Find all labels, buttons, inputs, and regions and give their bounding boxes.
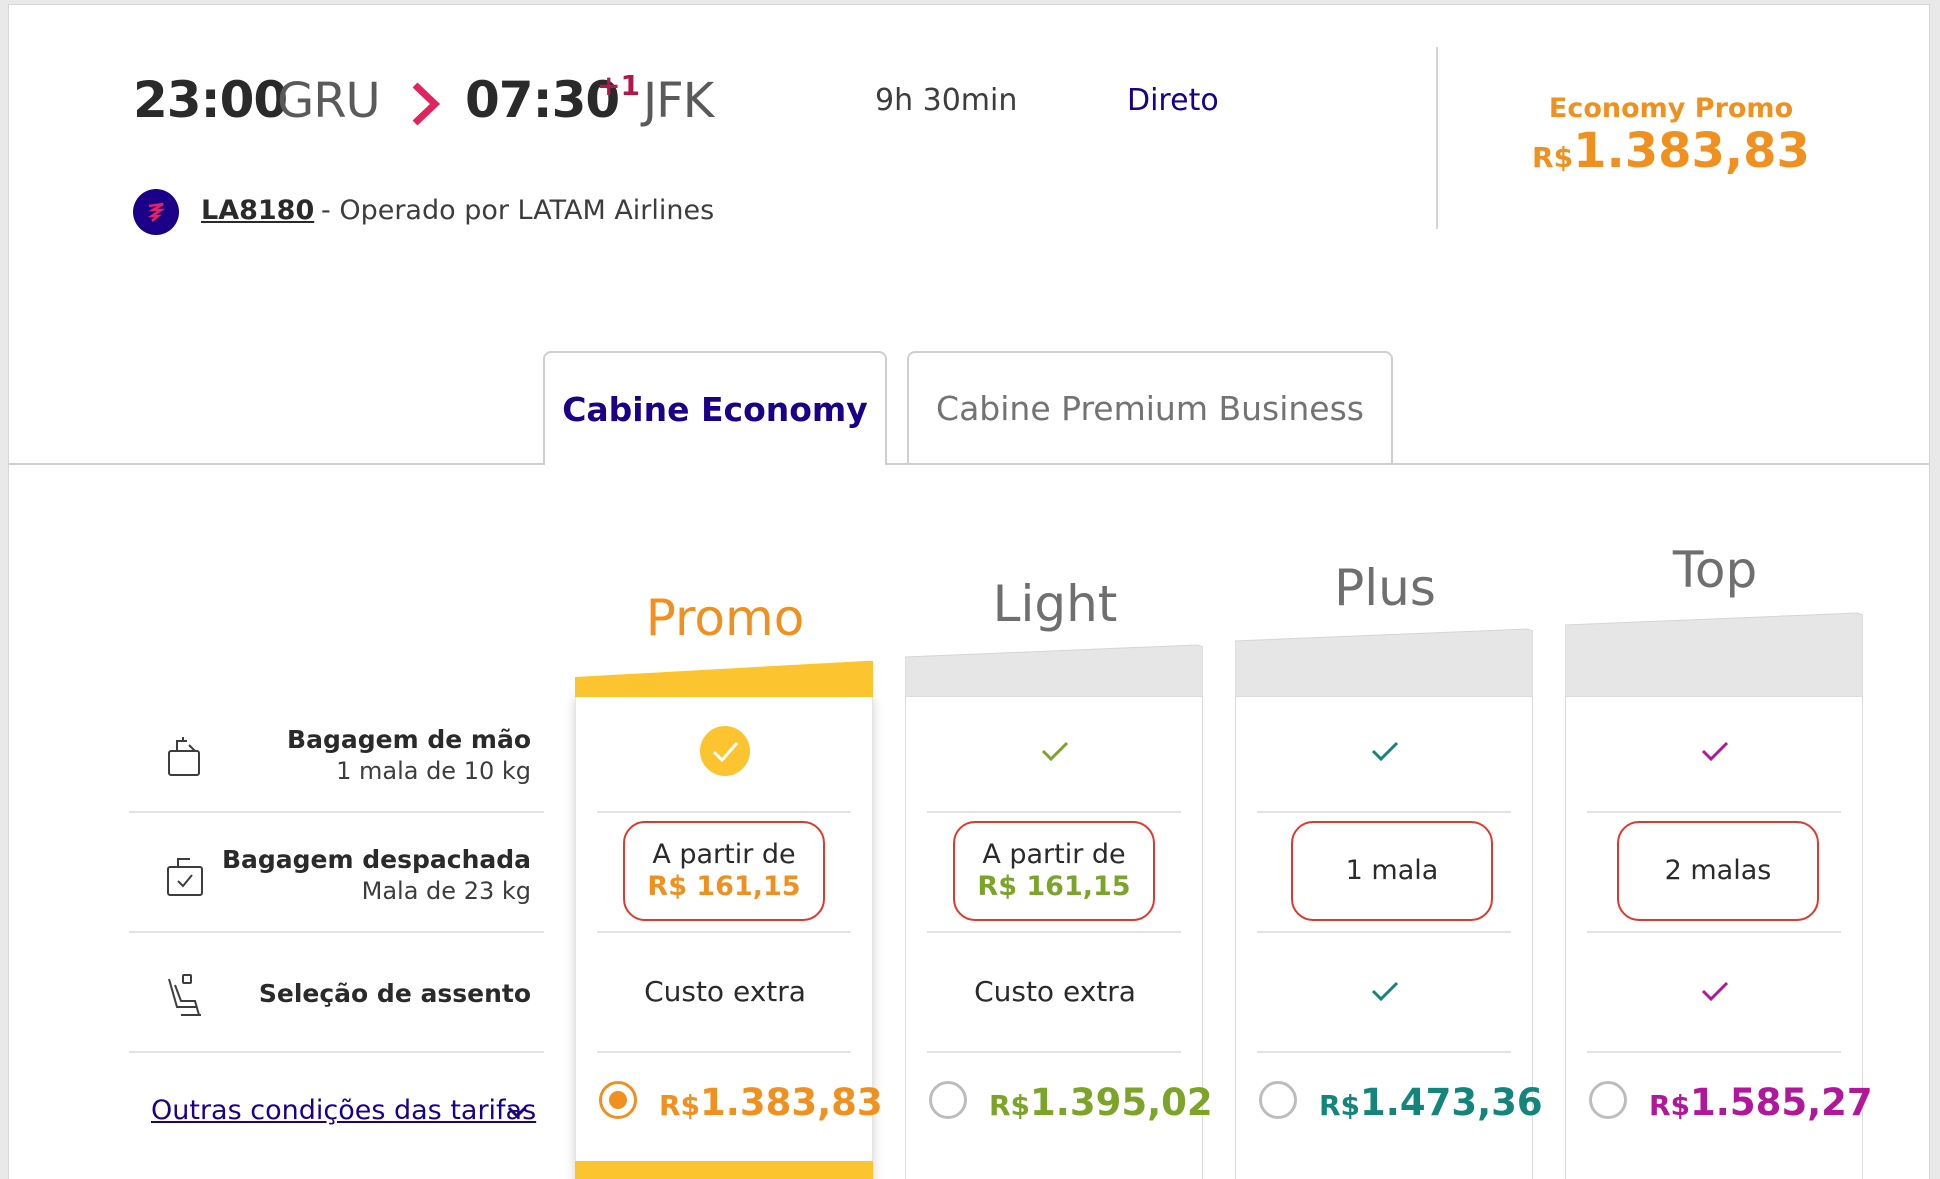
header-divider xyxy=(1436,47,1438,229)
chevron-down-icon[interactable] xyxy=(505,1103,529,1121)
fare-radio-light[interactable] xyxy=(929,1081,967,1119)
fare-radio-promo[interactable] xyxy=(599,1081,637,1119)
selected-fare-label: Economy Promo xyxy=(1548,93,1794,124)
fare-amount: 1.383,83 xyxy=(700,1081,883,1124)
check-icon xyxy=(1701,981,1729,1002)
tab-cabine-premium-business[interactable]: Cabine Premium Business xyxy=(907,351,1393,463)
fare-amount: 1.585,27 xyxy=(1690,1081,1873,1124)
fare-name-light: Light xyxy=(992,575,1118,633)
checked-bag-icon xyxy=(167,858,203,896)
fare-name-top: Top xyxy=(1672,541,1758,599)
fare-price-promo[interactable]: R$1.383,83 xyxy=(659,1081,883,1124)
cell-divider xyxy=(1587,931,1841,933)
check-icon xyxy=(1371,981,1399,1002)
fare-price-plus[interactable]: R$1.473,36 xyxy=(1319,1081,1543,1124)
fare-currency: R$ xyxy=(989,1089,1031,1122)
fare-name-plus: Plus xyxy=(1334,559,1436,617)
seat-promo: Custo extra xyxy=(644,975,806,1008)
selected-fare-currency: R$ xyxy=(1532,141,1574,174)
checked-bag-top: 2 malas xyxy=(1617,821,1819,921)
cell-divider xyxy=(927,811,1181,813)
fare-top-light xyxy=(905,644,1203,697)
fare-radio-plus[interactable] xyxy=(1259,1081,1297,1119)
fare-amount: 1.473,36 xyxy=(1360,1081,1543,1124)
row-sub-carry-on: 1 mala de 10 kg xyxy=(336,757,531,785)
selected-fare-price: R$1.383,83 xyxy=(1501,123,1841,179)
cell-divider xyxy=(597,811,851,813)
cell-divider xyxy=(927,931,1181,933)
cell-divider xyxy=(1587,1051,1841,1053)
arrival-airport: JFK xyxy=(643,73,714,129)
operated-by: - Operado por LATAM Airlines xyxy=(321,195,715,226)
fare-radio-top[interactable] xyxy=(1589,1081,1627,1119)
row-title-carry-on: Bagagem de mão xyxy=(287,725,531,754)
departure-time: 23:00 xyxy=(133,71,288,129)
check-circle-icon xyxy=(700,726,750,776)
arrival-day-offset: +1 xyxy=(597,69,640,102)
check-icon xyxy=(1371,741,1399,762)
check-icon xyxy=(1041,741,1069,762)
cell-divider xyxy=(1257,931,1511,933)
fare-currency: R$ xyxy=(1319,1089,1361,1122)
fare-top-promo xyxy=(575,661,873,697)
cell-divider xyxy=(597,931,851,933)
fare-name-promo: Promo xyxy=(645,589,805,647)
row-divider xyxy=(129,1051,544,1053)
departure-airport: GRU xyxy=(277,73,381,129)
latam-logo xyxy=(133,189,179,235)
row-title-seat: Seleção de assento xyxy=(258,979,531,1008)
flight-number-link[interactable]: LA8180 xyxy=(201,195,315,226)
checked-bag-promo: A partir de R$ 161,15 xyxy=(623,821,825,921)
checked-bag-top-line1: 2 malas xyxy=(1664,855,1772,886)
stops-label: Direto xyxy=(1127,83,1219,118)
tabs-baseline xyxy=(9,463,1929,465)
arrival-time: 07:30 xyxy=(465,71,620,129)
row-divider xyxy=(129,931,544,933)
flight-card: 23:00 GRU 07:30 +1 JFK 9h 30min Direto L… xyxy=(8,4,1930,1179)
checked-bag-plus-line1: 1 mala xyxy=(1345,855,1439,886)
checked-bag-light: A partir de R$ 161,15 xyxy=(953,821,1155,921)
route-arrow-icon xyxy=(412,82,441,126)
latam-logo-icon xyxy=(147,202,166,222)
other-conditions-link[interactable]: Outras condições das tarifas xyxy=(151,1095,537,1126)
checked-bag-light-line1: A partir de xyxy=(982,839,1126,870)
row-sub-checked-bag: Mala de 23 kg xyxy=(361,877,531,905)
row-title-checked-bag: Bagagem despachada xyxy=(221,845,531,874)
cell-divider xyxy=(1257,811,1511,813)
flight-duration: 9h 30min xyxy=(875,83,1018,118)
cell-divider xyxy=(927,1051,1181,1053)
checked-bag-promo-price: R$ 161,15 xyxy=(647,871,801,902)
fare-currency: R$ xyxy=(1649,1089,1691,1122)
carry-on-bag-icon xyxy=(168,737,200,776)
seat-icon xyxy=(168,974,201,1016)
checked-bag-promo-line1: A partir de xyxy=(652,839,796,870)
fare-top-plus xyxy=(1235,628,1533,697)
checked-bag-light-price: R$ 161,15 xyxy=(977,871,1131,902)
fare-price-light[interactable]: R$1.395,02 xyxy=(989,1081,1213,1124)
tab-cabine-economy[interactable]: Cabine Economy xyxy=(543,351,887,465)
cell-divider xyxy=(597,1051,851,1053)
fare-amount: 1.395,02 xyxy=(1030,1081,1213,1124)
fare-currency: R$ xyxy=(659,1089,701,1122)
row-divider xyxy=(129,811,544,813)
cell-divider xyxy=(1257,1051,1511,1053)
fare-price-top[interactable]: R$1.585,27 xyxy=(1649,1081,1873,1124)
cell-divider xyxy=(1587,811,1841,813)
seat-light: Custo extra xyxy=(974,975,1136,1008)
fare-top-top xyxy=(1565,612,1863,697)
check-icon xyxy=(1701,741,1729,762)
fare-bottom-promo xyxy=(575,1161,873,1179)
selected-fare-amount: 1.383,83 xyxy=(1573,123,1810,179)
checked-bag-plus: 1 mala xyxy=(1291,821,1493,921)
